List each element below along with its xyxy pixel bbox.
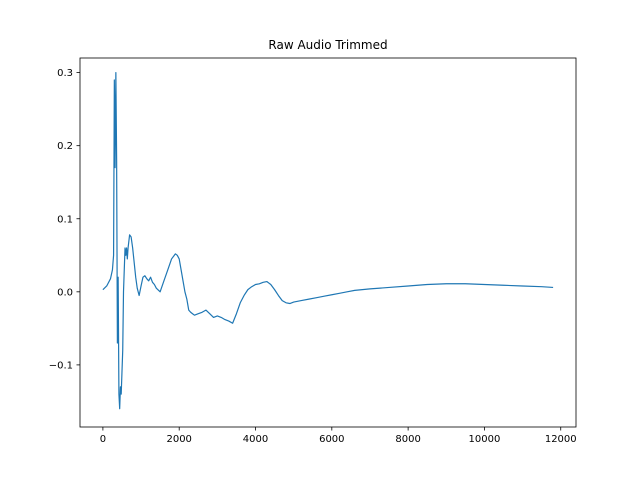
y-tick-label: 0.0 <box>57 287 73 298</box>
x-tick-label: 0 <box>100 434 106 445</box>
chart-title: Raw Audio Trimmed <box>268 38 387 52</box>
x-tick-label: 8000 <box>395 434 420 445</box>
x-tick-label: 4000 <box>243 434 268 445</box>
axes-frame <box>79 57 577 428</box>
y-tick-label: 0.1 <box>57 214 73 225</box>
y-tick-label: 0.3 <box>57 68 73 79</box>
x-axis: 0 2000 4000 6000 8000 10000 12000 <box>100 427 577 445</box>
y-tick-label: −0.1 <box>49 360 73 371</box>
x-tick-label: 10000 <box>469 434 501 445</box>
series-line-0 <box>102 72 554 410</box>
y-tick-label: 0.2 <box>57 141 73 152</box>
x-tick-label: 2000 <box>166 434 191 445</box>
plot-area <box>102 72 554 410</box>
x-tick-label: 6000 <box>319 434 344 445</box>
y-axis: −0.1 0.0 0.1 0.2 0.3 <box>49 68 80 371</box>
x-tick-label: 12000 <box>545 434 577 445</box>
